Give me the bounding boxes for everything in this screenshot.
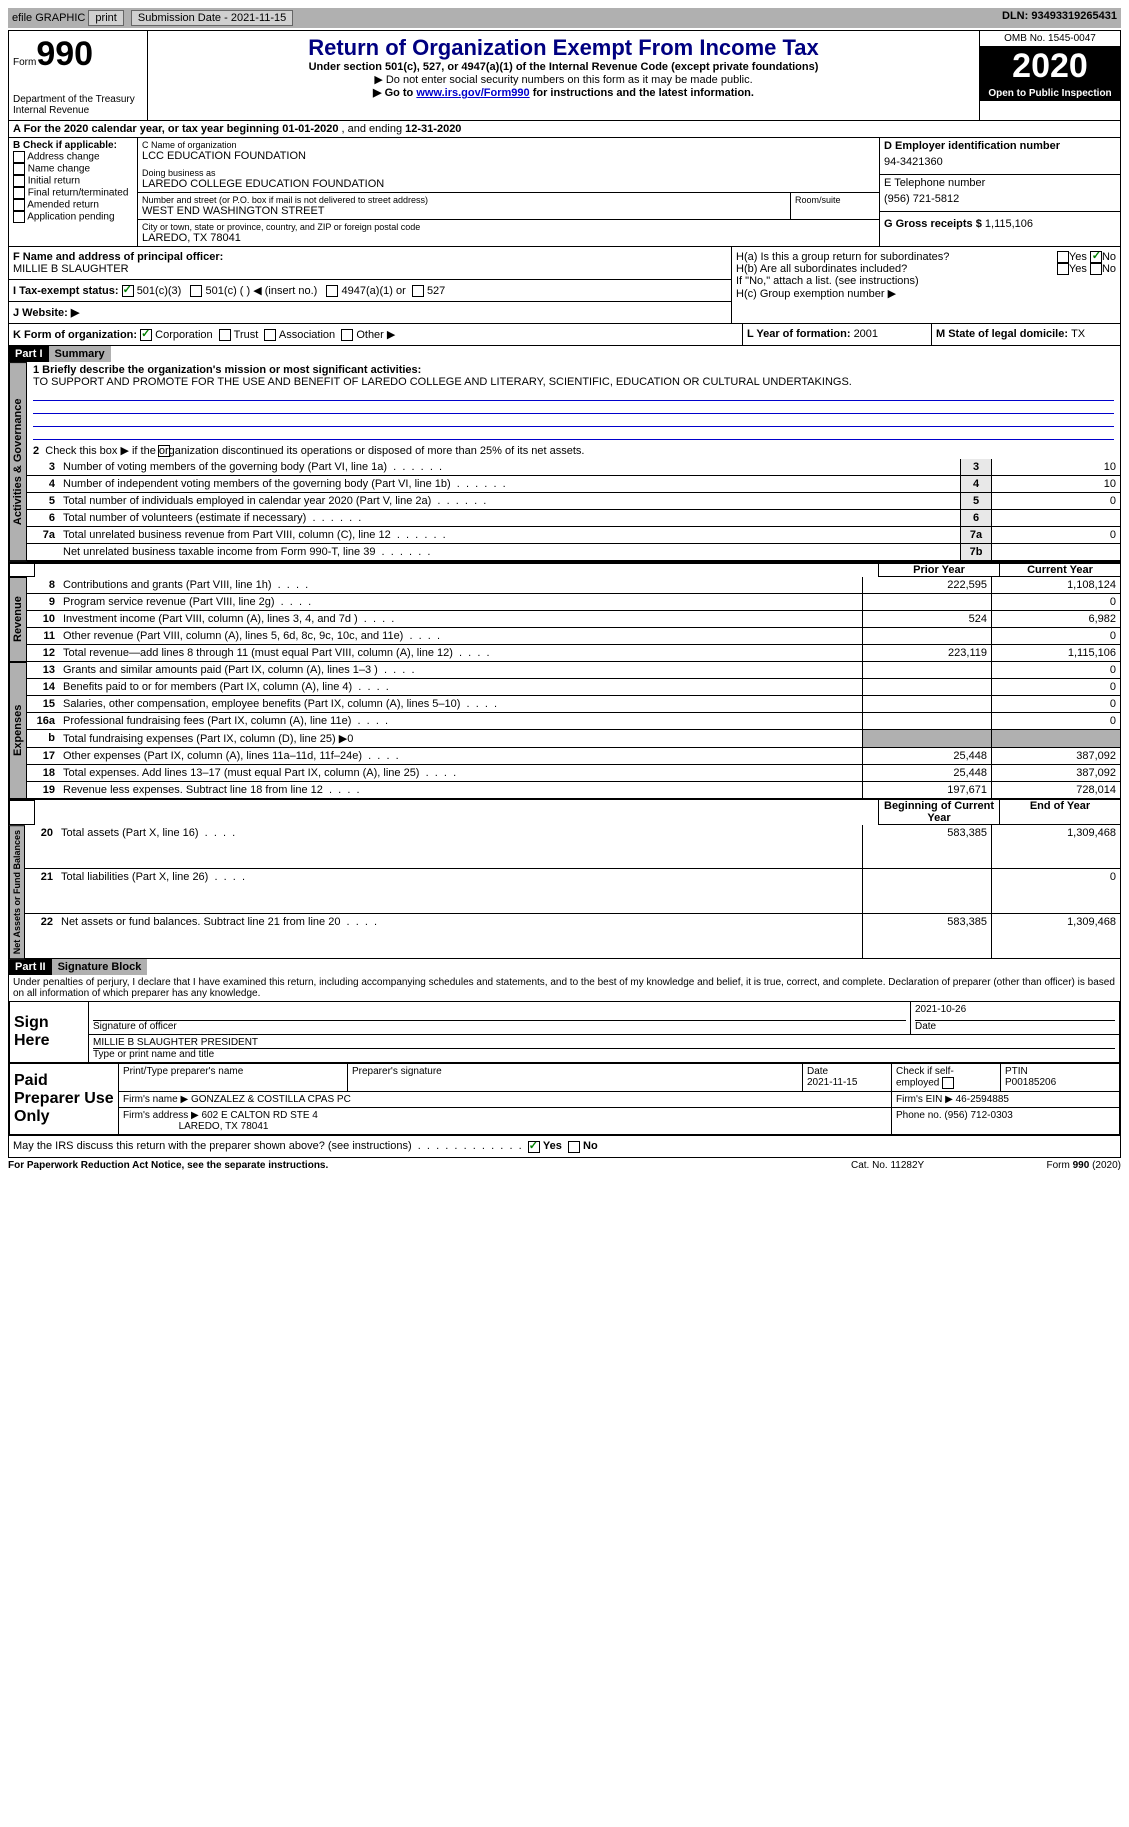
q2-checkbox[interactable] — [158, 445, 170, 457]
officer-printed: MILLIE B SLAUGHTER PRESIDENT — [93, 1037, 1115, 1049]
city: LAREDO, TX 78041 — [142, 232, 875, 244]
room-suite: Room/suite — [790, 193, 879, 219]
street: WEST END WASHINGTON STREET — [142, 205, 786, 217]
form-number: 990 — [36, 35, 93, 73]
pra-notice: For Paperwork Reduction Act Notice, see … — [8, 1160, 851, 1171]
efile-label: efile GRAPHIC — [12, 12, 85, 24]
summary-row: 10Investment income (Part VIII, column (… — [27, 611, 1120, 628]
side-activities: Activities & Governance — [9, 362, 27, 561]
summary-row: 18Total expenses. Add lines 13–17 (must … — [27, 765, 1120, 782]
box-l: L Year of formation: 2001 — [742, 324, 931, 345]
form-subtitle: Under section 501(c), 527, or 4947(a)(1)… — [152, 61, 975, 73]
box-j: J Website: ▶ — [9, 301, 731, 323]
group-return-no[interactable] — [1090, 251, 1102, 263]
q1: 1 Briefly describe the organization's mi… — [27, 362, 1120, 442]
part1-label: Part I — [9, 346, 49, 362]
sign-here: Sign Here — [10, 1002, 89, 1063]
side-revenue: Revenue — [9, 577, 27, 662]
end-year-hdr: End of Year — [999, 800, 1120, 825]
dba: LAREDO COLLEGE EDUCATION FOUNDATION — [142, 178, 875, 190]
summary-row: 21Total liabilities (Part X, line 26) . … — [25, 869, 1120, 914]
summary-row: 19Revenue less expenses. Subtract line 1… — [27, 782, 1120, 799]
discuss-row: May the IRS discuss this return with the… — [9, 1135, 1120, 1156]
submission-date-button[interactable]: Submission Date - 2021-11-15 — [131, 10, 293, 26]
summary-row: 20Total assets (Part X, line 16) . . . .… — [25, 825, 1120, 869]
declaration: Under penalties of perjury, I declare th… — [9, 975, 1120, 1001]
ein: 94-3421360 — [884, 152, 1116, 172]
summary-row: Net unrelated business taxable income fr… — [27, 544, 1120, 561]
summary-row: 11Other revenue (Part VIII, column (A), … — [27, 628, 1120, 645]
firm-phone: (956) 712-0303 — [944, 1110, 1012, 1121]
dept-irs: Internal Revenue — [13, 105, 143, 116]
header-right: OMB No. 1545-0047 2020 Open to Public In… — [979, 31, 1120, 120]
firm-ein: 46-2594885 — [956, 1094, 1009, 1105]
firm-addr2: LAREDO, TX 78041 — [179, 1121, 269, 1132]
discuss-yes[interactable] — [528, 1141, 540, 1153]
self-employed-checkbox[interactable] — [942, 1077, 954, 1089]
firm-name: GONZALEZ & COSTILLA CPAS PC — [191, 1094, 351, 1105]
summary-row: bTotal fundraising expenses (Part IX, co… — [27, 730, 1120, 748]
form-footer: Form 990 (2020) — [1001, 1160, 1121, 1171]
summary-row: 4Number of independent voting members of… — [27, 476, 1120, 493]
form-title: Return of Organization Exempt From Incom… — [152, 35, 975, 61]
discuss-no[interactable] — [568, 1141, 580, 1153]
form-container: Form990 Department of the Treasury Inter… — [8, 30, 1121, 1158]
box-i: I Tax-exempt status: 501(c)(3) 501(c) ( … — [9, 279, 731, 301]
side-netassets: Net Assets or Fund Balances — [9, 825, 25, 959]
prior-year-hdr: Prior Year — [878, 563, 999, 577]
summary-row: 14Benefits paid to or for members (Part … — [27, 679, 1120, 696]
phone: (956) 721-5812 — [884, 189, 1116, 209]
omb: OMB No. 1545-0047 — [980, 31, 1120, 47]
part1-title: Summary — [49, 346, 111, 362]
summary-row: 3Number of voting members of the governi… — [27, 459, 1120, 476]
mission: TO SUPPORT AND PROMOTE FOR THE USE AND B… — [33, 376, 852, 388]
header-left: Form990 Department of the Treasury Inter… — [9, 31, 148, 120]
box-h: H(a) Is this a group return for subordin… — [732, 247, 1120, 323]
box-b: B Check if applicable: Address change Na… — [9, 138, 138, 247]
summary-row: 5Total number of individuals employed in… — [27, 493, 1120, 510]
summary-row: 13Grants and similar amounts paid (Part … — [27, 662, 1120, 679]
sig-date: 2021-10-26 — [915, 1004, 1115, 1021]
tax-year: 2020 — [980, 47, 1120, 86]
ptin: P00185206 — [1005, 1077, 1056, 1088]
box-m: M State of legal domicile: TX — [931, 324, 1120, 345]
box-f: F Name and address of principal officer:… — [9, 247, 731, 279]
firm-addr1: 602 E CALTON RD STE 4 — [202, 1110, 318, 1121]
irs-link[interactable]: www.irs.gov/Form990 — [416, 87, 529, 99]
dln: DLN: 93493319265431 — [1002, 10, 1117, 22]
header-mid: Return of Organization Exempt From Incom… — [148, 31, 979, 120]
summary-row: 9Program service revenue (Part VIII, lin… — [27, 594, 1120, 611]
top-bar: efile GRAPHIC print Submission Date - 20… — [8, 8, 1121, 28]
gross-receipts: G Gross receipts $ 1,115,106 — [880, 212, 1120, 236]
open-to-public: Open to Public Inspection — [980, 86, 1120, 101]
summary-row: 15Salaries, other compensation, employee… — [27, 696, 1120, 713]
corp-checkbox[interactable] — [140, 329, 152, 341]
period-row: A For the 2020 calendar year, or tax yea… — [9, 121, 1120, 138]
note-ssn: ▶ Do not enter social security numbers o… — [152, 73, 975, 86]
box-k: K Form of organization: Corporation Trus… — [9, 324, 742, 345]
note-goto: ▶ Go to www.irs.gov/Form990 for instruct… — [152, 86, 975, 99]
summary-row: 8Contributions and grants (Part VIII, li… — [27, 577, 1120, 594]
summary-row: 7aTotal unrelated business revenue from … — [27, 527, 1120, 544]
summary-row: 16aProfessional fundraising fees (Part I… — [27, 713, 1120, 730]
paid-preparer: Paid Preparer Use Only — [10, 1064, 119, 1135]
box-c: C Name of organization LCC EDUCATION FOU… — [138, 138, 880, 247]
prep-date: 2021-11-15 — [807, 1077, 857, 1088]
cat-no: Cat. No. 11282Y — [851, 1160, 1001, 1171]
summary-row: 22Net assets or fund balances. Subtract … — [25, 914, 1120, 959]
summary-row: 6Total number of volunteers (estimate if… — [27, 510, 1120, 527]
summary-row: 17Other expenses (Part IX, column (A), l… — [27, 748, 1120, 765]
begin-year-hdr: Beginning of Current Year — [878, 800, 999, 825]
org-name: LCC EDUCATION FOUNDATION — [142, 150, 875, 162]
part2-title: Signature Block — [52, 959, 148, 975]
print-button[interactable]: print — [88, 10, 123, 26]
current-year-hdr: Current Year — [999, 563, 1120, 577]
501c3-checkbox[interactable] — [122, 285, 134, 297]
box-deg: D Employer identification number 94-3421… — [880, 138, 1120, 247]
part2-label: Part II — [9, 959, 52, 975]
side-expenses: Expenses — [9, 662, 27, 799]
dept-treasury: Department of the Treasury — [13, 94, 143, 105]
summary-row: 12Total revenue—add lines 8 through 11 (… — [27, 645, 1120, 662]
officer-name: MILLIE B SLAUGHTER — [13, 263, 129, 275]
